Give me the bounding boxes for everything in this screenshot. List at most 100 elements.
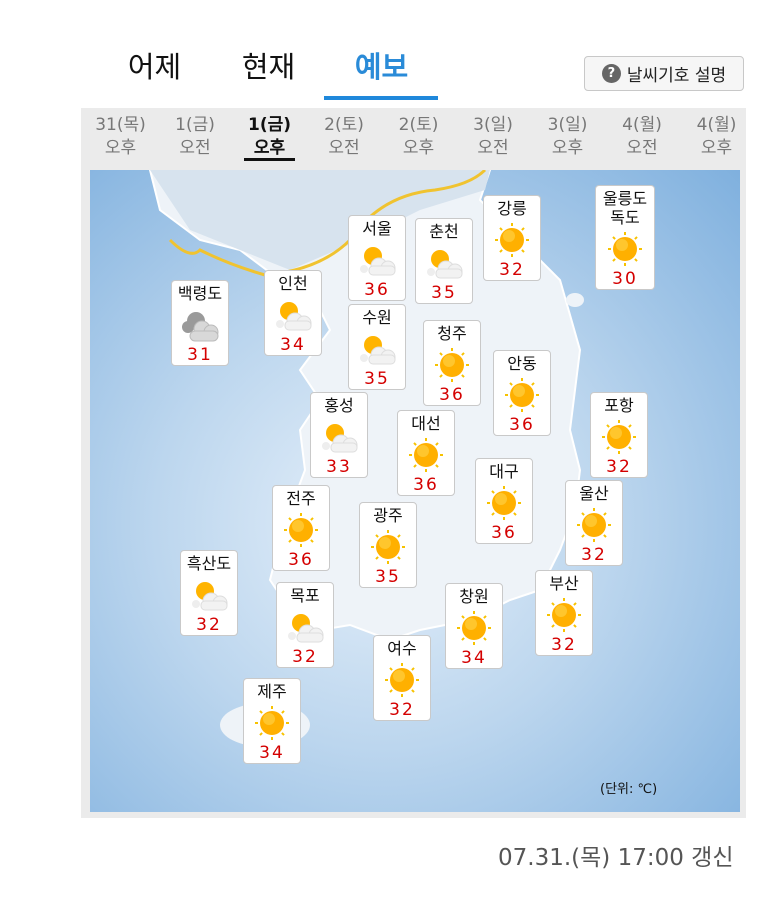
city-weather-card[interactable]: 울릉도 독도 30: [595, 185, 655, 290]
korea-map: 백령도 31 인천 34 서울 36 춘천 35 강릉 32 울릉도 독도 30 수원 35 청주 36 안동 3…: [90, 170, 740, 812]
question-circle-icon: ?: [601, 64, 621, 83]
city-weather-card[interactable]: 수원 35: [348, 304, 406, 390]
city-temperature: 36: [509, 415, 535, 435]
city-temperature: 36: [364, 280, 390, 300]
time-slot-day: 2(토): [398, 115, 439, 135]
partly-cloudy-icon: [416, 241, 472, 285]
city-name: 춘천: [429, 222, 459, 241]
city-temperature: 32: [499, 260, 525, 280]
city-temperature: 36: [413, 475, 439, 495]
time-slot-period: 오전: [477, 138, 509, 158]
time-slot-day: 2(토): [324, 115, 364, 135]
city-name: 청주: [437, 324, 467, 343]
city-temperature: 32: [606, 457, 632, 477]
time-slot[interactable]: 4(월) 오후: [679, 114, 754, 160]
time-slot[interactable]: 1(금) 오전: [158, 114, 233, 160]
city-temperature: 30: [612, 269, 638, 289]
weather-symbol-help-button[interactable]: ? 날씨기호 설명: [584, 56, 744, 91]
time-slot[interactable]: 1(금) 오후: [232, 114, 307, 161]
city-name: 여수: [387, 639, 417, 658]
sunny-icon: [494, 373, 550, 417]
sunny-icon: [596, 227, 654, 271]
sunny-icon: [244, 701, 300, 745]
city-name: 홍성: [324, 396, 354, 415]
sunny-icon: [360, 525, 416, 569]
city-temperature: 34: [461, 648, 487, 668]
time-slot-period: 오후: [402, 138, 435, 158]
time-slot-period: 오후: [104, 138, 137, 158]
time-slot-day: 3(일): [547, 115, 588, 135]
city-weather-card[interactable]: 춘천 35: [415, 218, 473, 304]
city-weather-card[interactable]: 청주 36: [423, 320, 481, 406]
city-weather-card[interactable]: 부산 32: [535, 570, 593, 656]
update-timestamp: 07.31.(목) 17:00 갱신: [498, 845, 734, 871]
city-temperature: 32: [581, 545, 607, 565]
time-slot-period: 오후: [700, 138, 733, 158]
sunny-icon: [374, 658, 430, 702]
city-weather-card[interactable]: 서울 36: [348, 215, 406, 301]
city-weather-card[interactable]: 전주 36: [272, 485, 330, 571]
city-weather-card[interactable]: 목포 32: [276, 582, 334, 668]
partly-cloudy-icon: [311, 415, 367, 459]
time-slot-day: 1(금): [175, 115, 215, 135]
city-name: 서울: [362, 219, 392, 238]
sunny-icon: [273, 508, 329, 552]
city-weather-card[interactable]: 인천 34: [264, 270, 322, 356]
city-temperature: 34: [259, 743, 285, 763]
time-slot-day: 4(월): [696, 115, 737, 135]
forecast-map-panel: 백령도 31 인천 34 서울 36 춘천 35 강릉 32 울릉도 독도 30 수원 35 청주 36 안동 3…: [81, 168, 746, 818]
city-temperature: 35: [364, 369, 390, 389]
partly-cloudy-icon: [349, 238, 405, 282]
time-slot-day: 3(일): [473, 115, 513, 135]
city-weather-card[interactable]: 안동 36: [493, 350, 551, 436]
city-weather-card[interactable]: 창원 34: [445, 583, 503, 669]
city-weather-card[interactable]: 백령도 31: [171, 280, 229, 366]
time-slot[interactable]: 2(토) 오후: [381, 114, 456, 160]
time-slot-bar: 31(목) 오후 1(금) 오전 1(금) 오후 2(토) 오전 2(토) 오후 3(일) 오전 3(일…: [81, 108, 746, 168]
sunny-icon: [536, 593, 592, 637]
sunny-icon: [446, 606, 502, 650]
city-name: 광주: [373, 506, 403, 525]
time-slot-period: 오전: [179, 138, 211, 158]
partly-cloudy-icon: [265, 293, 321, 337]
time-slot-period: 오후: [243, 138, 296, 161]
city-temperature: 32: [389, 700, 415, 720]
city-name: 대구: [489, 462, 519, 481]
sunny-icon: [566, 503, 622, 547]
city-temperature: 36: [491, 523, 517, 543]
time-slot[interactable]: 31(목) 오후: [83, 114, 158, 160]
time-slot[interactable]: 2(토) 오전: [307, 114, 382, 160]
tab-forecast[interactable]: 예보: [354, 50, 409, 84]
tab-current[interactable]: 현재: [241, 50, 296, 84]
city-weather-card[interactable]: 흑산도 32: [180, 550, 238, 636]
city-temperature: 36: [439, 385, 465, 405]
city-weather-card[interactable]: 울산 32: [565, 480, 623, 566]
city-temperature: 32: [551, 635, 577, 655]
tab-yesterday[interactable]: 어제: [127, 50, 182, 84]
time-slot[interactable]: 4(월) 오전: [605, 114, 680, 160]
city-weather-card[interactable]: 대구 36: [475, 458, 533, 544]
active-tab-indicator: [324, 96, 438, 100]
sunny-icon: [424, 343, 480, 387]
city-weather-card[interactable]: 대선 36: [397, 410, 455, 496]
time-slot[interactable]: 3(일) 오전: [456, 114, 531, 160]
time-slot-day: 1(금): [247, 115, 291, 135]
city-name: 백령도: [177, 284, 223, 303]
city-weather-card[interactable]: 홍성 33: [310, 392, 368, 478]
sunny-icon: [591, 415, 647, 459]
time-slot-day: 31(목): [95, 115, 146, 135]
city-name: 대선: [411, 414, 441, 433]
city-weather-card[interactable]: 제주 34: [243, 678, 301, 764]
city-weather-card[interactable]: 광주 35: [359, 502, 417, 588]
city-weather-card[interactable]: 강릉 32: [483, 195, 541, 281]
unit-label: (단위: ℃): [600, 782, 658, 797]
sunny-icon: [398, 433, 454, 477]
city-weather-card[interactable]: 포항 32: [590, 392, 648, 478]
city-name: 창원: [459, 587, 489, 606]
city-name: 울릉도 독도: [602, 189, 648, 227]
city-name: 부산: [549, 574, 579, 593]
time-slot-day: 4(월): [622, 115, 662, 135]
time-slot[interactable]: 3(일) 오후: [530, 114, 605, 160]
city-name: 강릉: [497, 199, 527, 218]
city-weather-card[interactable]: 여수 32: [373, 635, 431, 721]
